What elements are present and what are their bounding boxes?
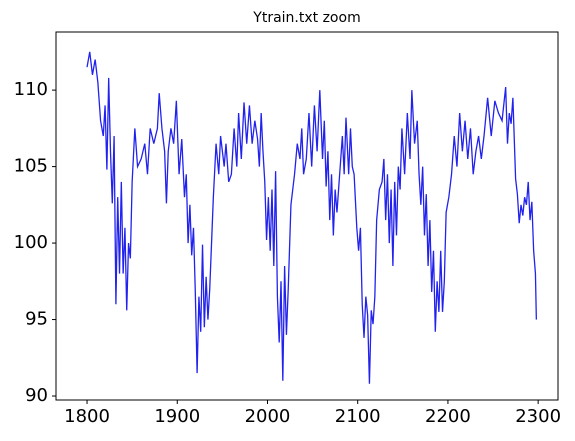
data-line — [86, 51, 537, 384]
x-tick-label: 1800 — [64, 406, 110, 427]
plot-frame — [55, 31, 559, 401]
x-tick-label: 2300 — [515, 406, 561, 427]
y-tick-label: 95 — [25, 309, 48, 330]
chart-title: Ytrain.txt zoom — [252, 10, 360, 26]
y-tick-label: 110 — [14, 79, 48, 100]
y-tick-label: 90 — [25, 385, 48, 406]
x-tick-label: 1900 — [154, 406, 200, 427]
y-tick-label: 105 — [14, 156, 48, 177]
y-tick-label: 100 — [14, 232, 48, 253]
x-tick-label: 2200 — [425, 406, 471, 427]
x-tick-label: 2100 — [335, 406, 381, 427]
x-tick-label: 2000 — [245, 406, 291, 427]
